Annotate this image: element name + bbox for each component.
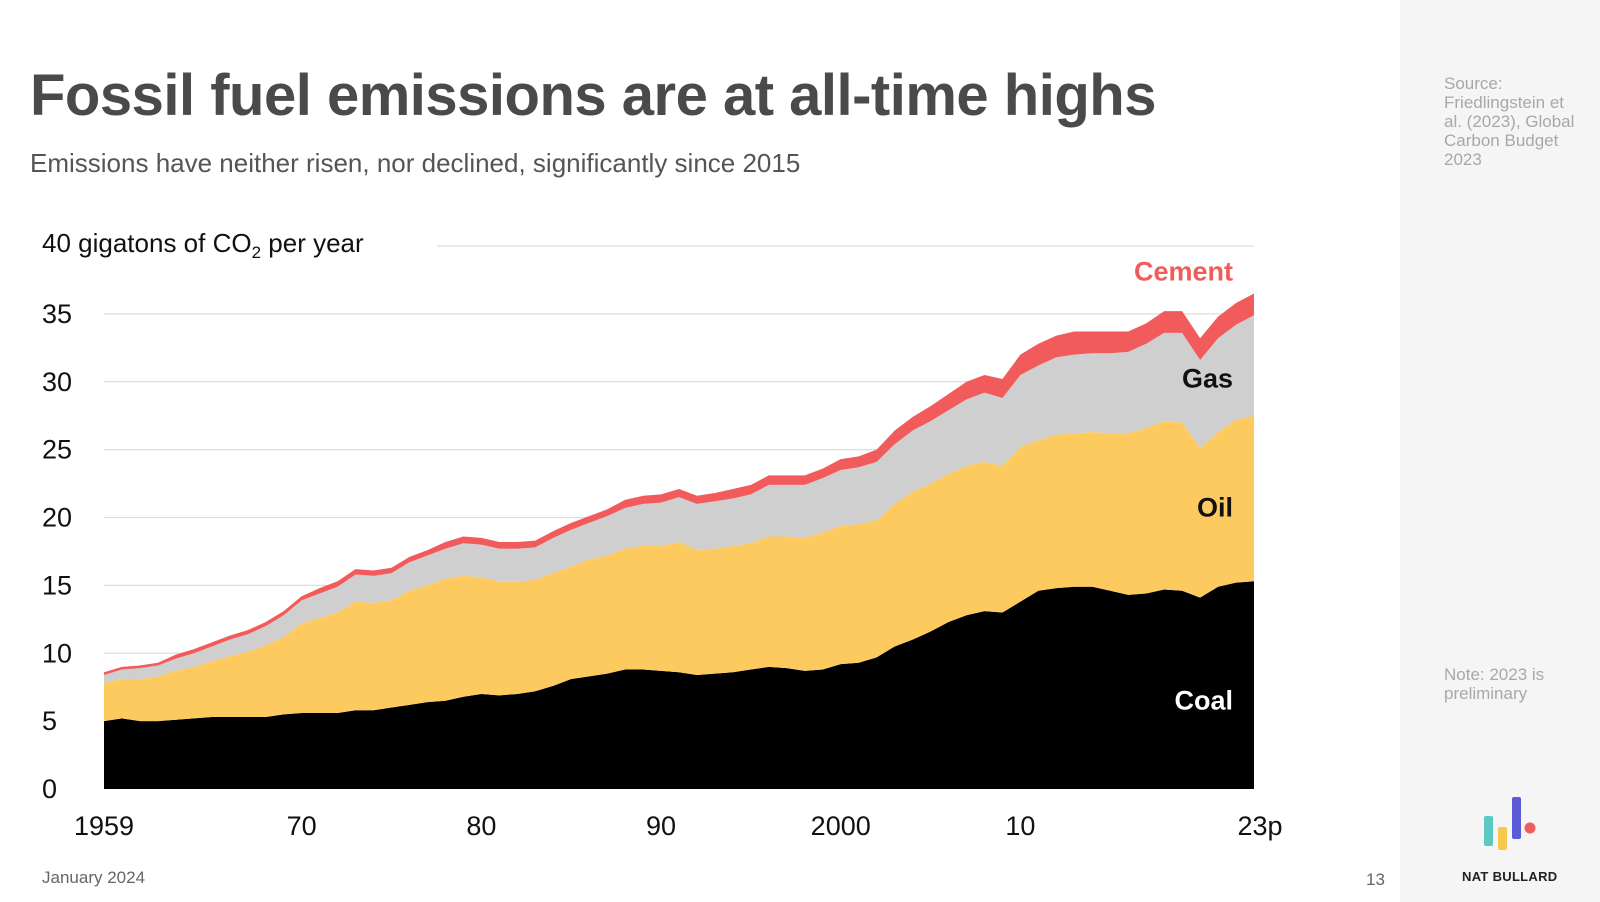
y-tick-label: 15 [42, 570, 72, 600]
source-note: Source: Friedlingstein et al. (2023), Gl… [1444, 74, 1575, 169]
slide-main: Fossil fuel emissions are at all-time hi… [30, 63, 1385, 889]
series-label-gas: Gas [1182, 364, 1233, 394]
y-axis-label-subscript: 2 [251, 243, 262, 262]
x-tick-label: 1959 [74, 811, 134, 841]
area-series-oil [104, 415, 1254, 722]
y-axis-label: 40 gigatons of CO2 per year [42, 228, 364, 263]
brand-logo-icon [1484, 797, 1536, 850]
page-number: 13 [1366, 870, 1385, 889]
y-tick-label: 25 [42, 435, 72, 465]
slide-subtitle: Emissions have neither risen, nor declin… [30, 148, 801, 178]
series-label-coal: Coal [1174, 685, 1233, 715]
logo-bar-yellow [1498, 827, 1507, 850]
preliminary-note: Note: 2023 is preliminary [1444, 665, 1545, 703]
area-series-gas [104, 315, 1254, 684]
y-axis-label-suffix: per year [261, 228, 364, 258]
emissions-area-chart: 0 5 10 15 20 25 30 35 1959 70 80 90 2000 10 23p Cement G… [42, 245, 1283, 841]
series-label-cement: Cement [1134, 256, 1233, 286]
x-tick-label: 80 [466, 811, 496, 841]
area-series-cement [104, 293, 1254, 675]
logo-dot [1524, 822, 1536, 834]
x-tick-label: 10 [1005, 811, 1035, 841]
y-tick-label: 20 [42, 503, 72, 533]
x-tick-label: 70 [287, 811, 317, 841]
series-label-oil: Oil [1197, 493, 1233, 523]
footer-date: January 2024 [42, 868, 146, 887]
x-tick-label: 23p [1237, 811, 1282, 841]
slide-title: Fossil fuel emissions are at all-time hi… [30, 63, 1156, 128]
y-tick-label: 5 [42, 706, 57, 736]
x-tick-label: 90 [646, 811, 676, 841]
logo-bar-teal [1484, 816, 1493, 846]
y-tick-label: 10 [42, 638, 72, 668]
y-tick-label: 30 [42, 367, 72, 397]
logo-bar-purple [1512, 797, 1521, 839]
y-axis-label-prefix: 40 gigatons of CO [42, 228, 252, 258]
y-tick-label: 0 [42, 774, 57, 804]
x-tick-label: 2000 [811, 811, 871, 841]
area-series-coal [104, 581, 1254, 789]
y-tick-label: 35 [42, 299, 72, 329]
brand-name: NAT BULLARD [1462, 869, 1558, 884]
side-panel [1400, 0, 1600, 902]
